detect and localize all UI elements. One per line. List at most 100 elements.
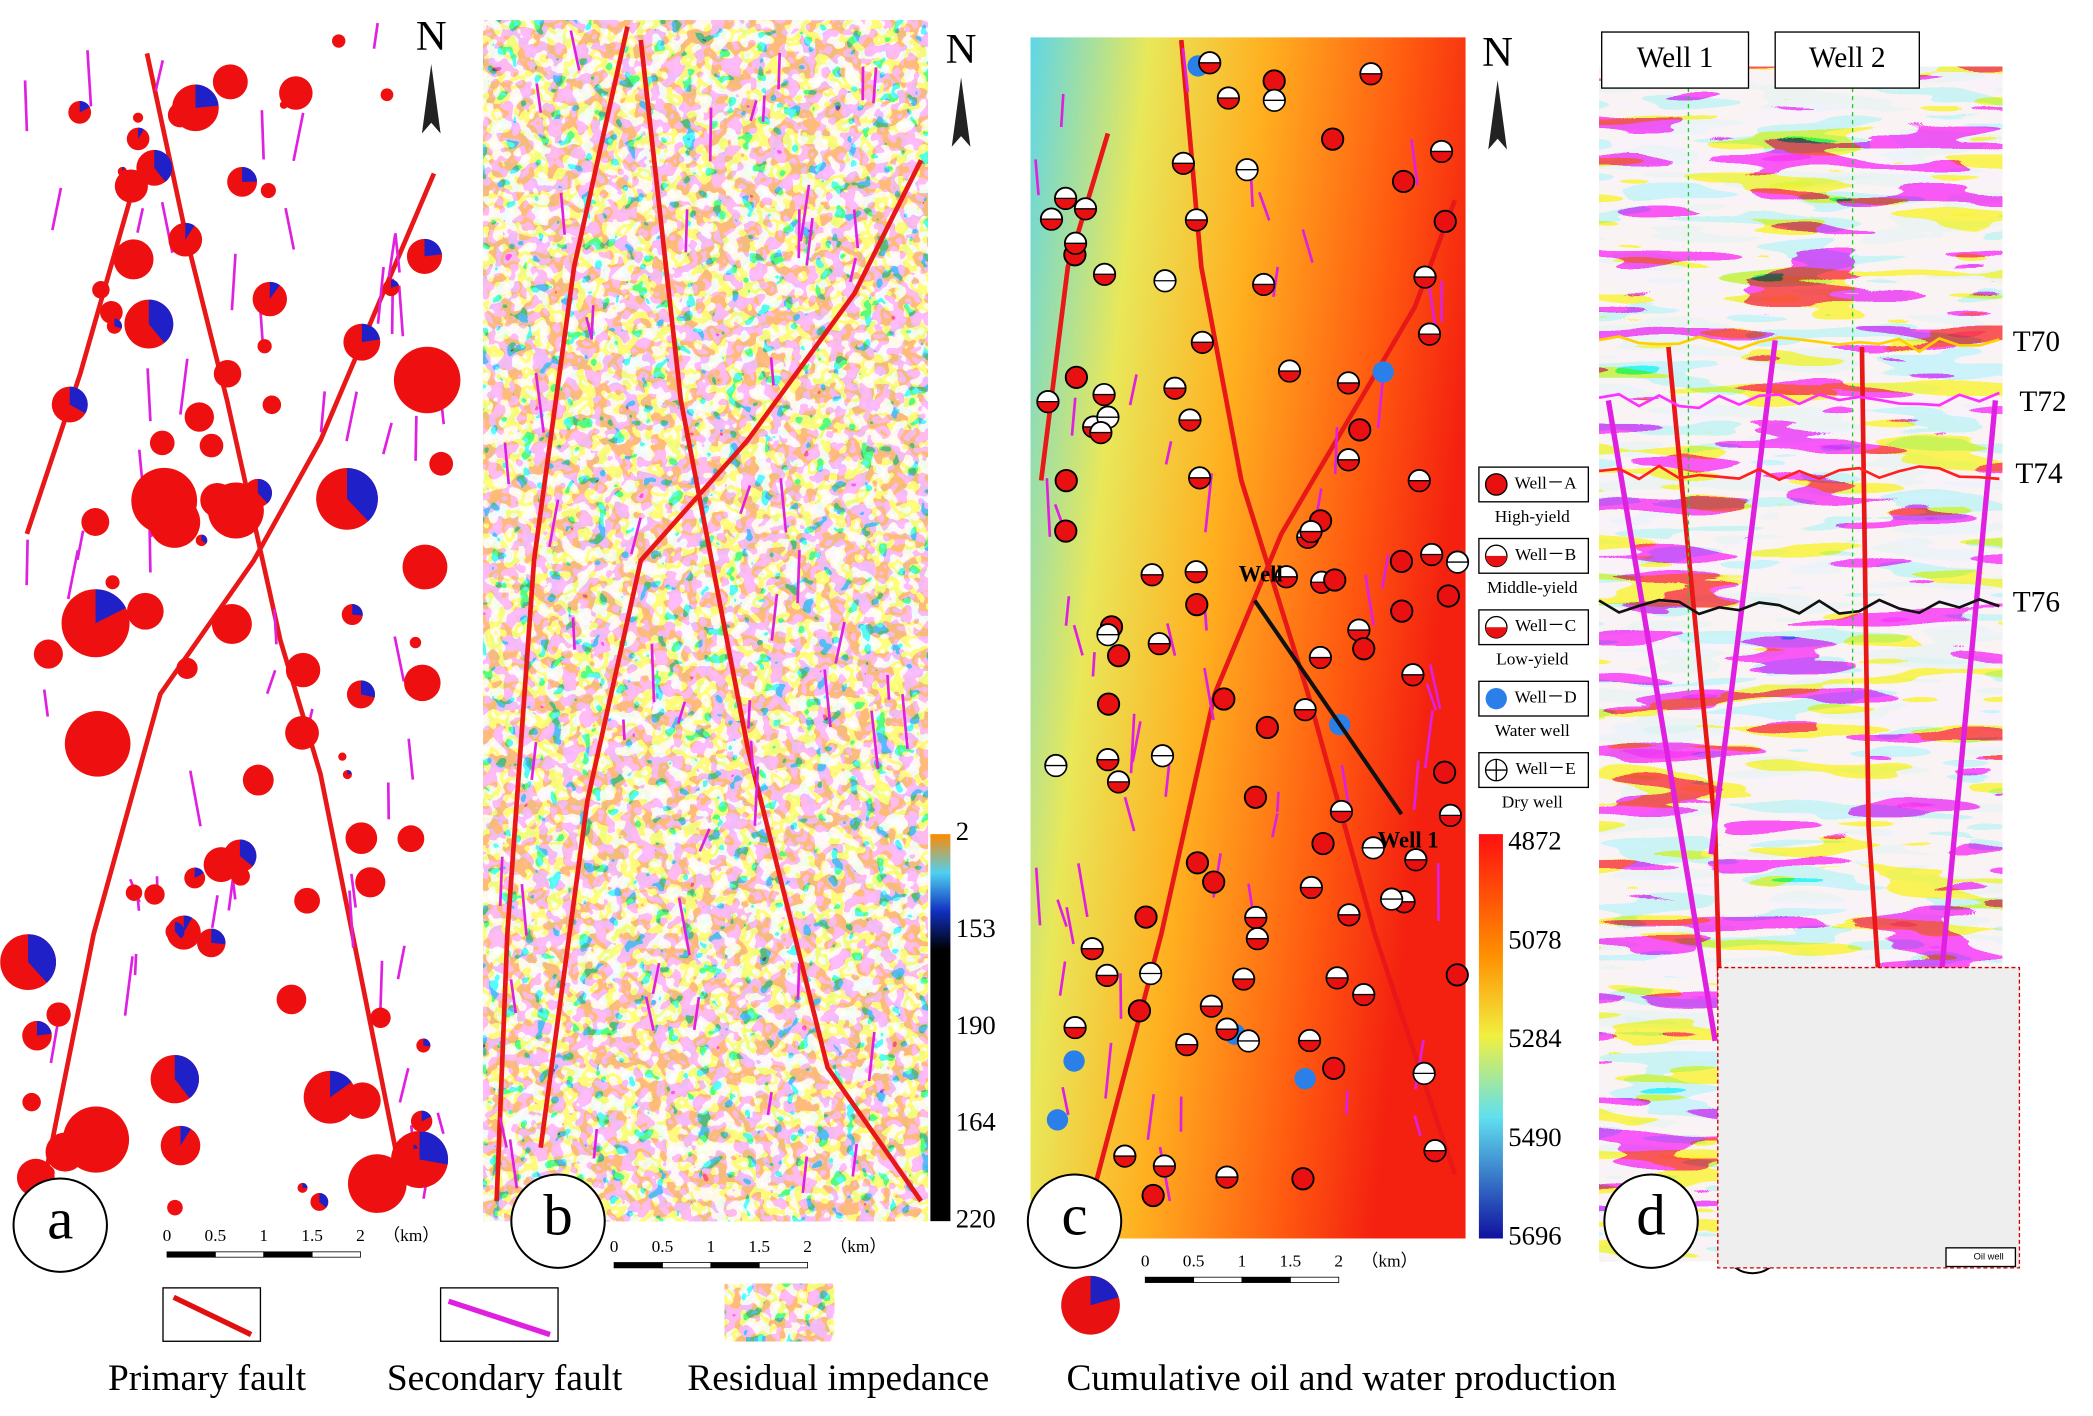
- secondary-fault: [372, 22, 379, 49]
- secondary-fault: [692, 996, 701, 1031]
- well: [1185, 851, 1210, 875]
- well-pie-wedge: [347, 769, 352, 775]
- well-pie-wedge: [423, 1038, 431, 1047]
- secondary-fault: [799, 184, 811, 242]
- well: [1390, 599, 1414, 623]
- secondary-fault: [761, 95, 766, 122]
- well-half: [1300, 886, 1323, 899]
- secondary-fault: [1412, 760, 1420, 811]
- secondary-fault: [1301, 229, 1314, 263]
- well-half: [1352, 993, 1376, 1006]
- well-half: [1185, 219, 1208, 232]
- secondary-fault: [1123, 796, 1136, 832]
- well: [1389, 549, 1414, 574]
- well-pie: [149, 430, 175, 456]
- secondary-fault: [805, 217, 814, 266]
- scale-bar: [710, 1262, 760, 1269]
- well-pie-wedge: [79, 100, 90, 113]
- well: [1141, 1183, 1165, 1208]
- secondary-fault: [42, 689, 50, 717]
- well-pie: [345, 822, 378, 855]
- secondary-fault: [749, 740, 755, 776]
- label-circle: [510, 1173, 606, 1269]
- well-half: [1275, 576, 1298, 589]
- secondary-fault: [319, 391, 327, 433]
- well-pie-wedge: [257, 478, 272, 504]
- secondary-fault: [559, 192, 566, 235]
- legend-desc: Low-yield: [1496, 650, 1569, 669]
- well-pie: [370, 1007, 391, 1028]
- horizon-label: T74: [2015, 458, 2063, 490]
- well-pie: [257, 339, 272, 354]
- well-half: [1278, 370, 1301, 383]
- well-pie-wedge: [36, 1020, 52, 1036]
- colorbar-label: 5696: [1508, 1221, 1561, 1251]
- well-pie: [99, 300, 123, 324]
- north-label: N: [416, 13, 447, 60]
- well-half: [1235, 169, 1259, 181]
- well-pie-wedge: [347, 468, 378, 522]
- well-half: [1153, 280, 1177, 293]
- well: [1185, 593, 1209, 617]
- well-pie-wedge: [421, 1110, 432, 1122]
- secondary-fault: [1056, 899, 1068, 927]
- well: [1321, 127, 1345, 151]
- legend-secondary: [447, 1298, 551, 1338]
- well-half: [1215, 1028, 1239, 1041]
- well-half: [1074, 208, 1097, 221]
- scale-tick: 1.5: [748, 1237, 770, 1256]
- legend-well: [1485, 687, 1507, 710]
- label-circle: [1026, 1173, 1123, 1269]
- secondary-fault: [1413, 1114, 1422, 1137]
- well-pie: [347, 1154, 407, 1213]
- well-half: [1299, 530, 1323, 543]
- north-arrow: [421, 64, 441, 134]
- well: [1212, 687, 1236, 711]
- well-pie-wedge: [302, 1182, 308, 1189]
- secondary-fault: [1333, 427, 1339, 475]
- panel-label: a: [47, 1187, 73, 1252]
- panel-labels: [12, 1173, 1783, 1275]
- well-half: [1036, 400, 1060, 413]
- secondary-fault: [284, 207, 296, 250]
- scale-bar: [1289, 1276, 1340, 1283]
- legend-desc: Dry well: [1502, 792, 1563, 811]
- well-half: [1420, 553, 1444, 566]
- legend-pie-wedge: [1090, 1275, 1119, 1306]
- well: [1352, 637, 1376, 661]
- legend-well-half: [1485, 555, 1507, 567]
- secondary-fault: [66, 549, 80, 600]
- well-pie: [33, 639, 63, 669]
- secondary-fault: [823, 669, 832, 728]
- well-pie: [404, 664, 441, 702]
- secondary-fault: [530, 741, 538, 781]
- secondary-fault: [381, 422, 393, 455]
- secondary-fault: [1345, 1090, 1349, 1115]
- well-pie-wedge: [95, 589, 126, 624]
- secondary-fault: [535, 83, 543, 113]
- secondary-fault: [851, 1143, 859, 1177]
- legend-desc: High-yield: [1495, 507, 1570, 526]
- well-half: [1309, 656, 1332, 669]
- well: [1202, 870, 1226, 894]
- secondary-fault: [569, 30, 581, 71]
- inset-e: [1717, 966, 2021, 1269]
- well-pie: [252, 281, 288, 317]
- well-pie-wedge: [185, 222, 195, 240]
- secondary-fault: [136, 207, 145, 233]
- well-half: [1262, 99, 1286, 112]
- well-half: [1191, 341, 1214, 354]
- well-half: [1293, 709, 1317, 721]
- well-pie-wedge: [211, 928, 226, 945]
- well: [1322, 1056, 1346, 1080]
- secondary-fault: [1034, 867, 1042, 926]
- water-well: [1372, 361, 1394, 383]
- legend-desc: Middle-yield: [1487, 578, 1578, 597]
- water-well: [1063, 1050, 1085, 1072]
- secondary-fault: [1257, 191, 1271, 221]
- horizon-label: T70: [2013, 326, 2060, 358]
- well-half: [1040, 218, 1063, 231]
- secondary-fault: [651, 962, 661, 995]
- secondary-fault: [86, 50, 93, 107]
- secondary-fault: [154, 60, 165, 92]
